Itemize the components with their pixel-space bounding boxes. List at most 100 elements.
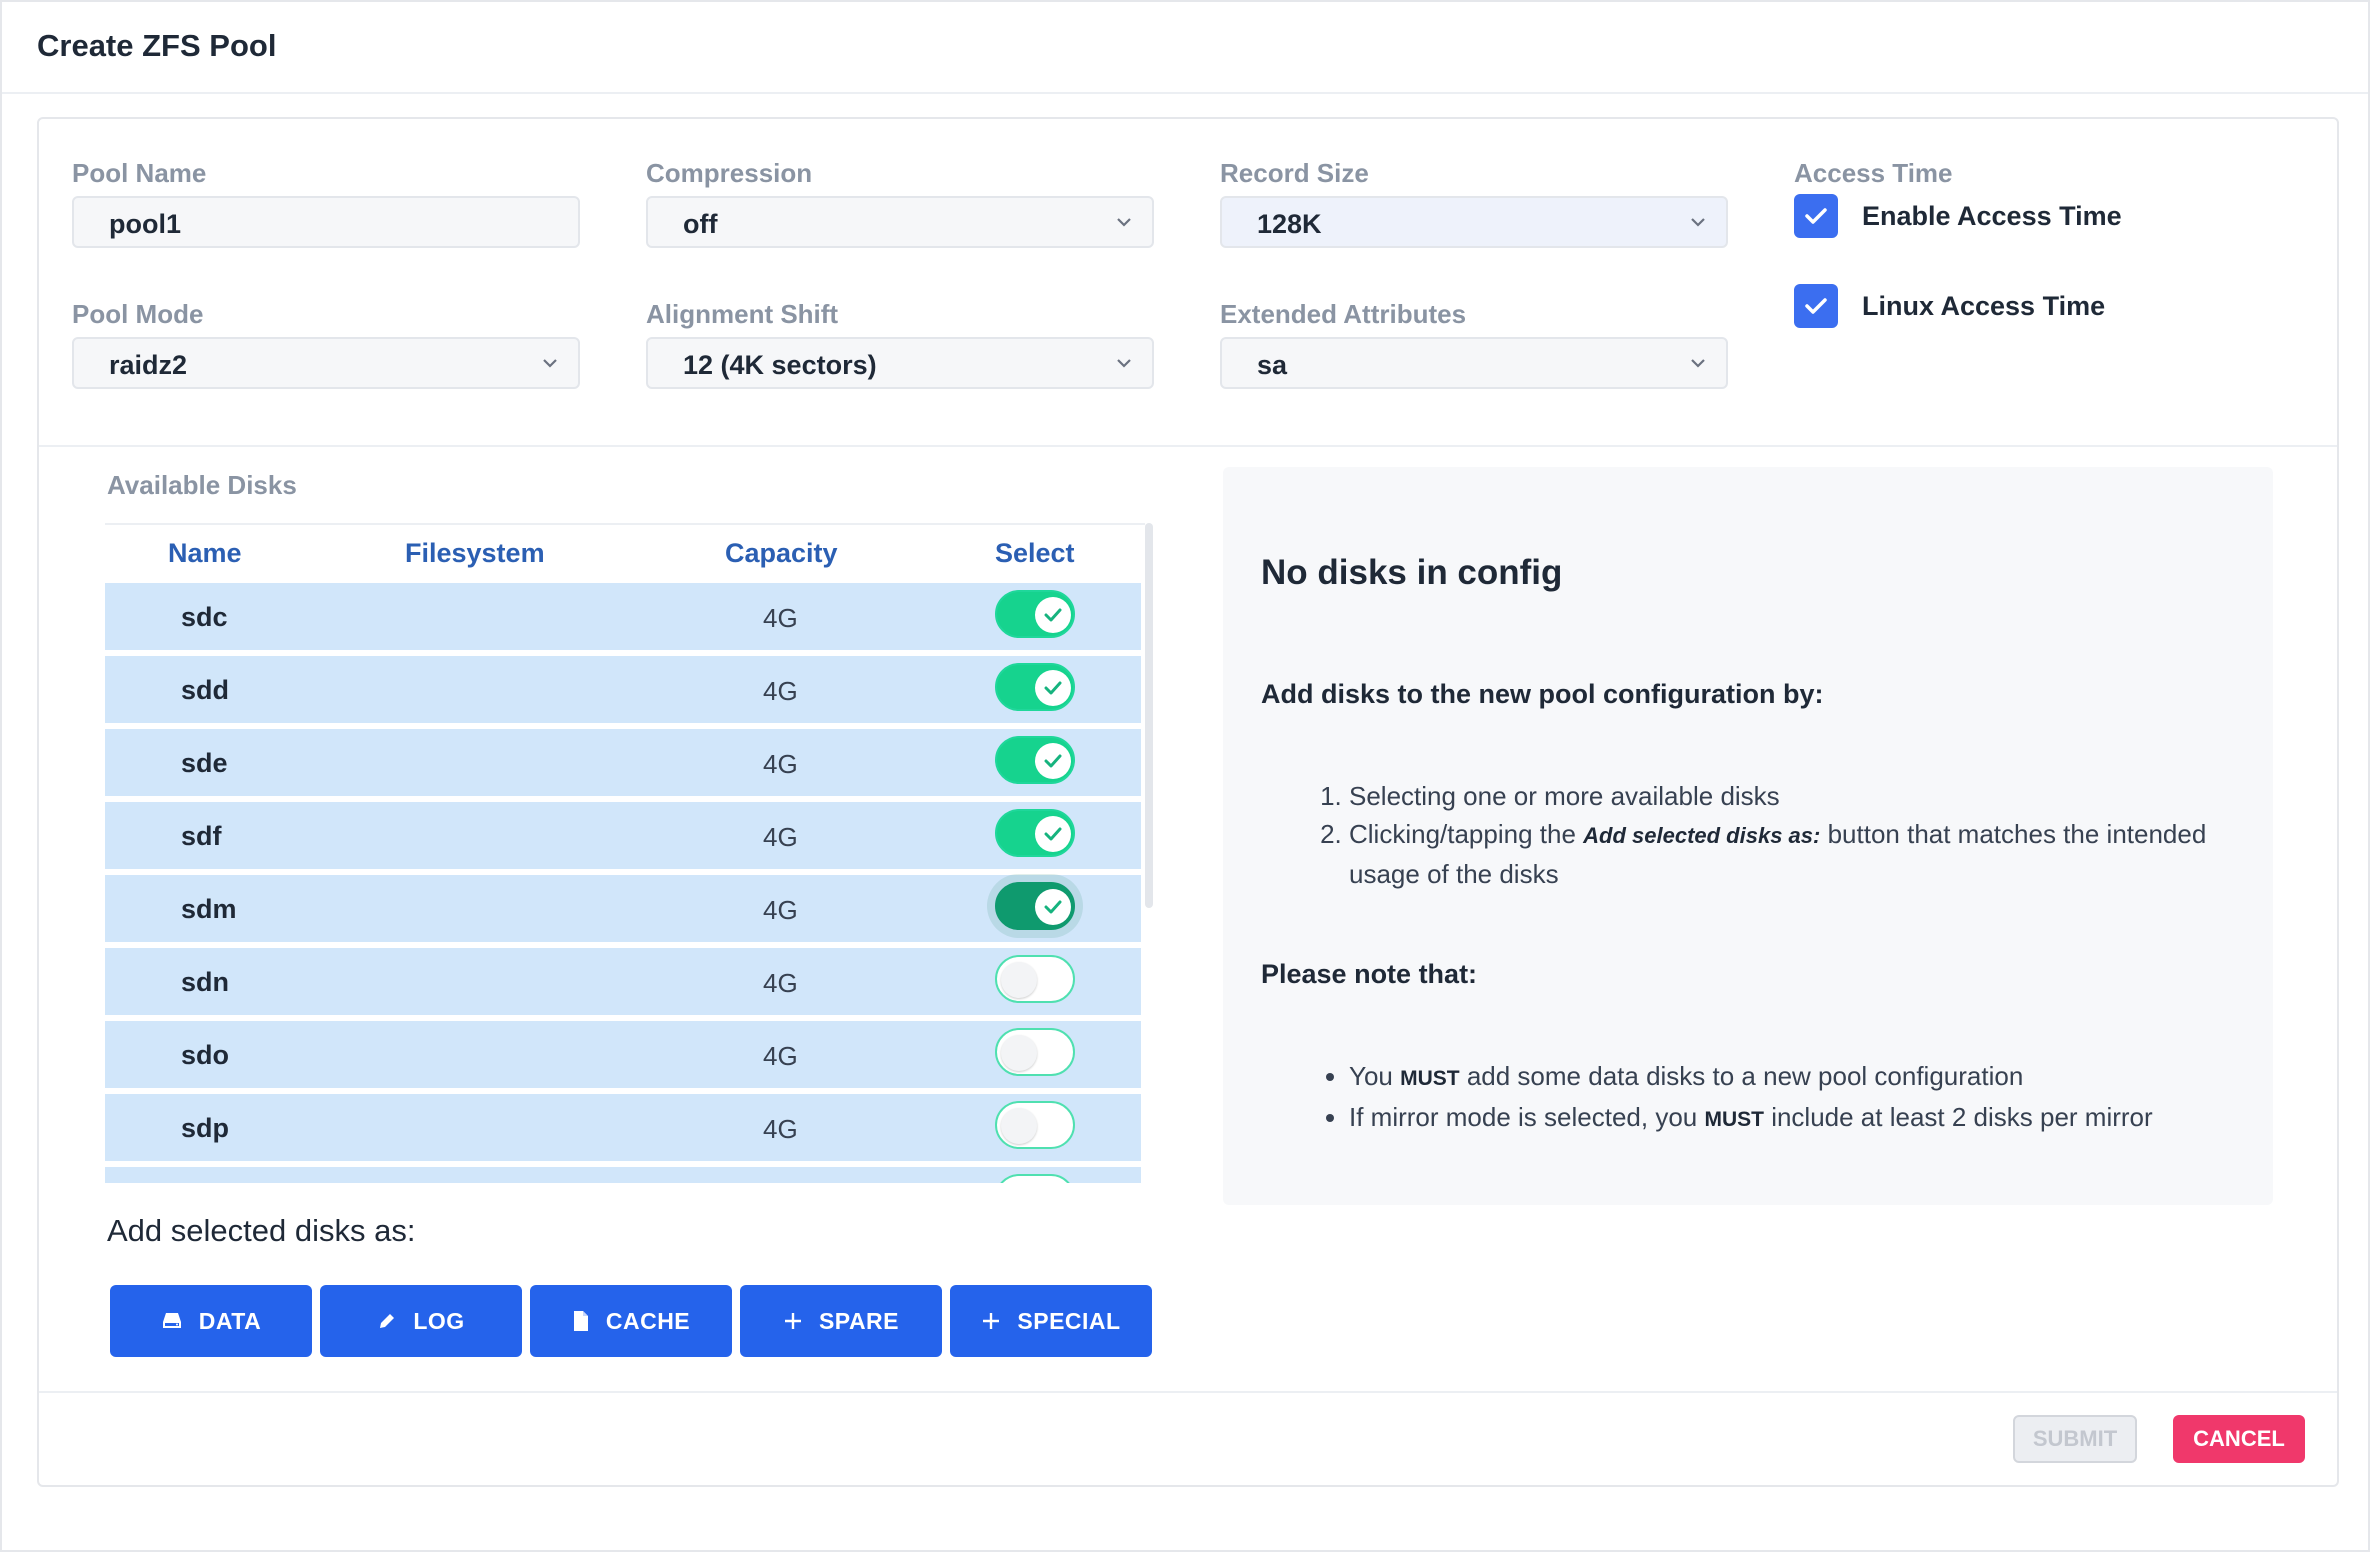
file-icon — [573, 1311, 588, 1331]
select-disk-toggle[interactable] — [995, 736, 1075, 784]
checkbox-checked[interactable] — [1794, 284, 1838, 328]
select-disk-toggle[interactable] — [995, 1174, 1075, 1183]
footer-divider — [39, 1391, 2337, 1393]
instructions-list: Selecting one or more available disks Cl… — [1349, 777, 2229, 893]
add-cache-button[interactable]: CACHE — [530, 1285, 732, 1357]
chevron-down-icon — [1117, 359, 1131, 368]
disk-name: sdm — [181, 894, 237, 924]
config-info-panel: No disks in config Add disks to the new … — [1223, 467, 2273, 1205]
no-disks-heading: No disks in config — [1261, 553, 1563, 592]
table-row[interactable]: sdc 4G — [105, 583, 1141, 653]
form-panel: Pool Name pool1 Compression off Record S… — [37, 117, 2339, 1487]
add-spare-button[interactable]: SPARE — [740, 1285, 942, 1357]
pool-name-label: Pool Name — [72, 158, 207, 188]
disk-name: sdn — [181, 967, 230, 997]
checkbox-checked[interactable] — [1794, 194, 1838, 238]
instruction-step-2: Clicking/tapping the Add selected disks … — [1349, 815, 2229, 893]
table-row[interactable]: sdf 4G — [105, 802, 1141, 872]
extended-attributes-label: Extended Attributes — [1220, 299, 1467, 329]
toggle-knob — [1001, 1108, 1037, 1144]
select-disk-toggle[interactable] — [995, 1028, 1075, 1076]
linux-access-time-label: Linux Access Time — [1862, 291, 2106, 321]
table-row[interactable]: sdm 4G — [105, 875, 1141, 945]
disk-name: sdp — [181, 1113, 230, 1143]
add-special-button[interactable]: SPECIAL — [950, 1285, 1152, 1357]
chevron-down-icon — [1691, 359, 1705, 368]
table-row[interactable]: sde 4G — [105, 729, 1141, 799]
compression-value: off — [683, 209, 718, 239]
compression-label: Compression — [646, 158, 813, 188]
pool-mode-select[interactable]: raidz2 — [72, 337, 580, 389]
check-icon — [1805, 208, 1827, 224]
instructions-heading: Add disks to the new pool configuration … — [1261, 679, 1824, 709]
section-divider — [39, 445, 2337, 447]
select-disk-toggle[interactable] — [995, 955, 1075, 1003]
note2-post: include at least 2 disks per mirror — [1763, 1102, 2153, 1132]
table-row[interactable]: sdd 4G — [105, 656, 1141, 726]
record-size-select[interactable]: 128K — [1220, 196, 1728, 248]
cancel-button[interactable]: CANCEL — [2173, 1415, 2305, 1463]
extended-attributes-select[interactable]: sa — [1220, 337, 1728, 389]
plus-icon — [784, 1313, 801, 1329]
alignment-shift-value: 12 (4K sectors) — [683, 350, 877, 380]
compression-select[interactable]: off — [646, 196, 1154, 248]
step2-post: button that matches the intended usage o… — [1349, 819, 2207, 889]
check-icon — [1044, 681, 1062, 695]
toggle-knob — [1035, 597, 1071, 633]
data-button-label: DATA — [198, 1307, 262, 1334]
available-disks-title: Available Disks — [107, 470, 297, 500]
hard-drive-icon — [162, 1313, 181, 1328]
disk-name: sdc — [181, 602, 228, 632]
table-row-partial[interactable] — [105, 1167, 1141, 1183]
disk-name: sdf — [181, 821, 222, 851]
table-row[interactable]: sdo 4G — [105, 1021, 1141, 1091]
alignment-shift-select[interactable]: 12 (4K sectors) — [646, 337, 1154, 389]
disk-name: sde — [181, 748, 228, 778]
select-disk-toggle[interactable] — [995, 809, 1075, 857]
toggle-knob — [1001, 1035, 1037, 1071]
add-data-button[interactable]: DATA — [110, 1285, 312, 1357]
alignment-shift-label: Alignment Shift — [646, 299, 839, 329]
table-row[interactable]: sdn 4G — [105, 948, 1141, 1018]
add-log-button[interactable]: LOG — [320, 1285, 522, 1357]
chevron-down-icon — [543, 359, 557, 368]
column-header-filesystem[interactable]: Filesystem — [405, 538, 545, 568]
column-header-capacity[interactable]: Capacity — [725, 538, 838, 568]
submit-button[interactable]: SUBMIT — [2013, 1415, 2137, 1463]
record-size-label: Record Size — [1220, 158, 1369, 188]
select-disk-toggle[interactable] — [995, 882, 1075, 930]
toggle-knob — [1001, 962, 1037, 998]
chevron-down-icon — [1117, 218, 1131, 227]
chevron-down-icon — [1691, 218, 1705, 227]
select-disk-toggle[interactable] — [995, 1101, 1075, 1149]
select-disk-toggle[interactable] — [995, 663, 1075, 711]
disk-capacity: 4G — [763, 968, 798, 998]
disk-capacity: 4G — [763, 1041, 798, 1071]
pool-name-value: pool1 — [109, 209, 181, 239]
table-row[interactable]: sdp 4G — [105, 1094, 1141, 1164]
extended-attributes-value: sa — [1257, 350, 1288, 380]
note-heading: Please note that: — [1261, 959, 1478, 989]
pool-name-input[interactable]: pool1 — [72, 196, 580, 248]
cache-button-label: CACHE — [605, 1307, 691, 1334]
disk-capacity: 4G — [763, 895, 798, 925]
step2-pre: Clicking/tapping the — [1349, 819, 1584, 849]
pool-mode-value: raidz2 — [109, 350, 188, 380]
note2-must: MUST — [1704, 1108, 1764, 1131]
enable-access-time-label: Enable Access Time — [1862, 201, 2122, 231]
column-header-name[interactable]: Name — [168, 538, 242, 568]
check-icon — [1044, 608, 1062, 622]
table-scrollbar[interactable] — [1145, 523, 1153, 908]
note1-must: MUST — [1400, 1067, 1460, 1090]
disk-capacity: 4G — [763, 676, 798, 706]
check-icon — [1044, 827, 1062, 841]
dialog-title: Create ZFS Pool — [37, 28, 277, 63]
pool-mode-label: Pool Mode — [72, 299, 204, 329]
column-header-select[interactable]: Select — [995, 538, 1075, 568]
select-disk-toggle[interactable] — [995, 590, 1075, 638]
note1-post: add some data disks to a new pool config… — [1459, 1061, 2024, 1091]
disk-name: sdo — [181, 1040, 230, 1070]
check-icon — [1044, 754, 1062, 768]
disk-capacity: 4G — [763, 749, 798, 779]
